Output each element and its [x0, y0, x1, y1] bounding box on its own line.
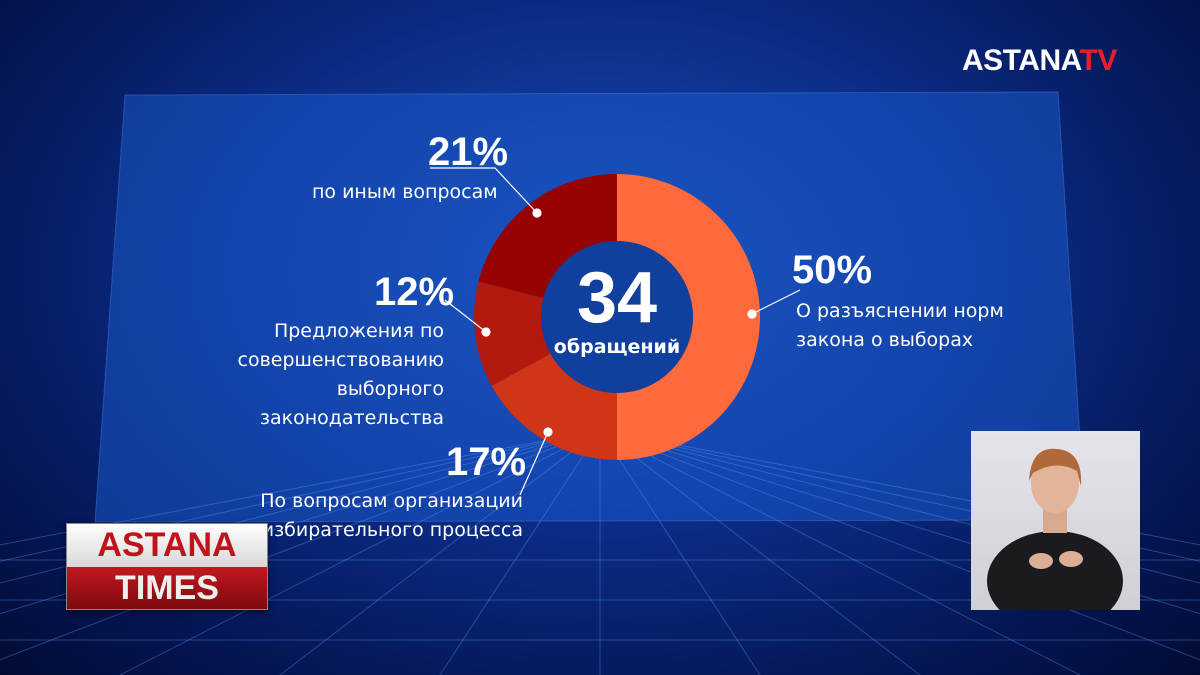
- floor-grid-line: [0, 429, 601, 546]
- donut-slice-21: [478, 173, 617, 299]
- floor-grid-line: [0, 429, 601, 562]
- floor-grid-line: [599, 429, 1200, 562]
- leader-line: [444, 299, 487, 333]
- floor-grid-line: [599, 429, 1200, 661]
- data-label-12: 12%: [374, 270, 455, 314]
- donut-slice-17: [491, 353, 617, 461]
- leader-dot: [543, 427, 553, 437]
- slice-label-organization: По вопросам организации избирательного пр…: [260, 490, 523, 541]
- floor-grid-line: [119, 429, 601, 675]
- center-total: 34: [576, 258, 658, 338]
- sign-language-interpreter-inset: [971, 431, 1140, 610]
- slice-label-other: по иным вопросам: [312, 181, 498, 203]
- data-label-50: 50%: [792, 248, 873, 292]
- leader-line: [430, 167, 538, 214]
- channel-logo: ASTANATV: [962, 44, 1117, 77]
- floor-grid-line: [599, 429, 921, 675]
- leader-dot: [747, 309, 757, 319]
- donut-hole: [541, 241, 693, 393]
- floor-grid-line: [599, 429, 1200, 546]
- donut-slice-12: [474, 281, 551, 386]
- floor-grid-line: [0, 429, 601, 661]
- floor-grid-line: [279, 429, 601, 675]
- slice-label-proposals: Предложения по совершенствованию выборного…: [237, 320, 444, 429]
- leader-dot: [532, 208, 542, 218]
- floor-grid-line: [439, 429, 601, 675]
- slice-label-explanation: О разъяснении норм закона о выборах: [796, 300, 1004, 351]
- data-label-17: 17%: [446, 440, 527, 484]
- floor-grid-line: [599, 429, 1081, 675]
- leader-line: [751, 289, 801, 315]
- show-logo: ASTANA TIMES: [66, 523, 268, 610]
- leader-dot: [481, 327, 491, 337]
- donut-slice-50: [617, 174, 760, 460]
- floor-grid-line: [599, 429, 761, 675]
- data-label-21: 21%: [428, 130, 509, 174]
- center-label: обращений: [553, 336, 681, 358]
- leader-line: [519, 431, 549, 496]
